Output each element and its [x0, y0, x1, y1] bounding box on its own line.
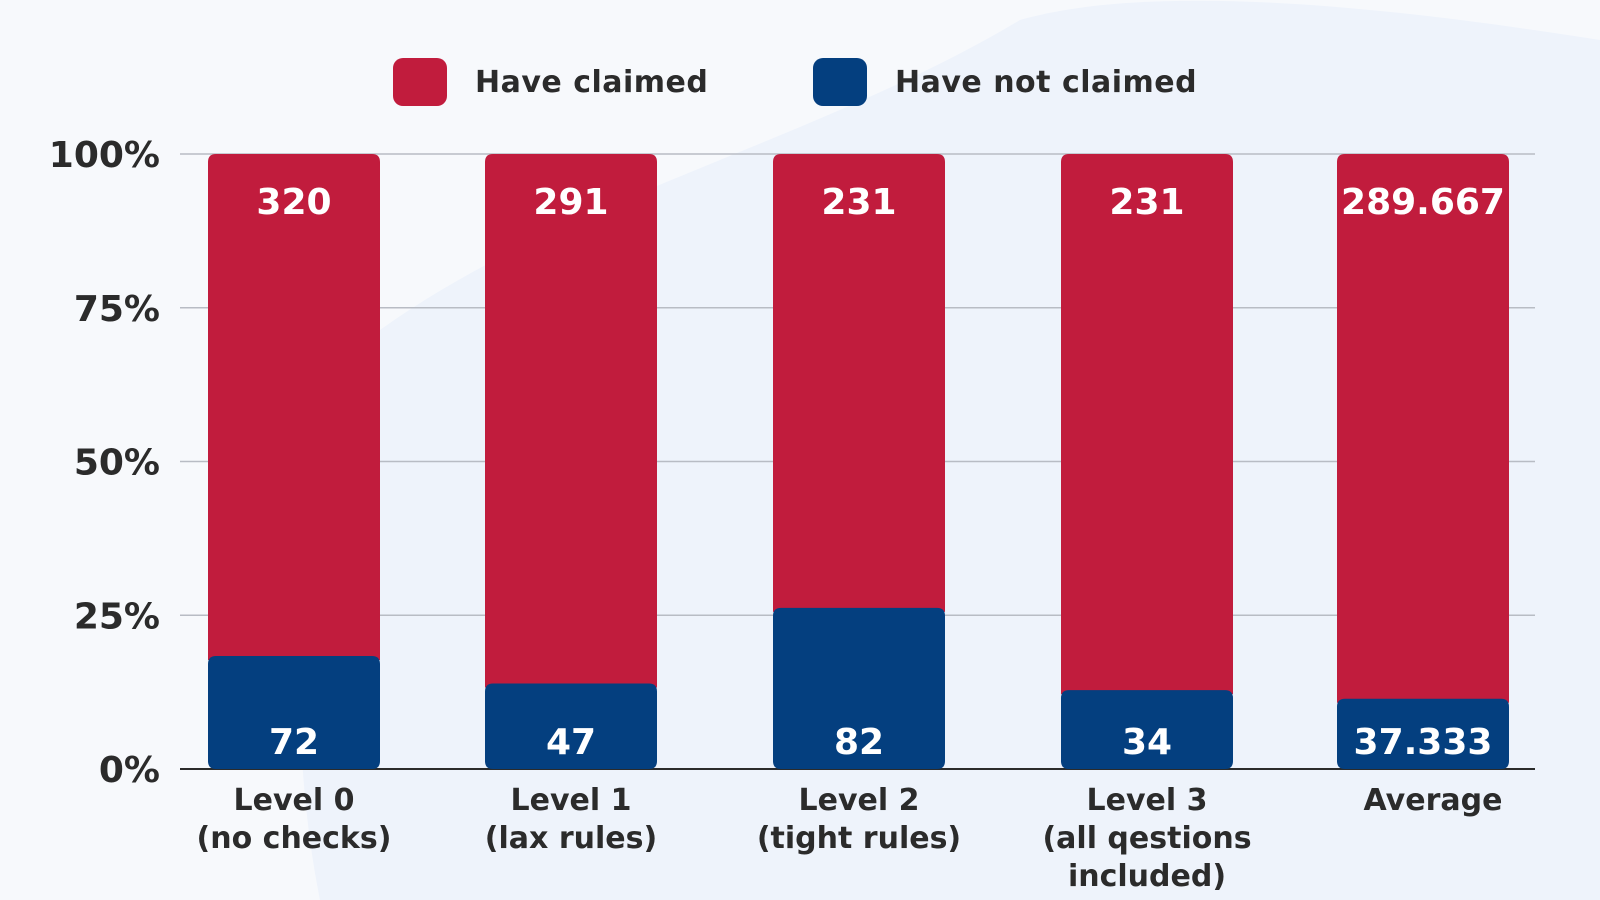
data-label-have-not-claimed: 34	[1122, 722, 1172, 763]
legend-swatch-not-claimed	[813, 58, 867, 106]
legend-label-claimed: Have claimed	[475, 64, 709, 100]
bar-have-claimed	[1337, 154, 1509, 703]
data-label-have-claimed: 231	[821, 182, 896, 223]
y-tick-label: 50%	[74, 443, 160, 484]
x-category-label: Level 0	[234, 783, 355, 818]
data-label-have-claimed: 289.667	[1341, 182, 1505, 223]
bar-have-not-claimed	[1337, 698, 1509, 769]
x-category-label: (tight rules)	[757, 821, 961, 856]
bars: 320 72 291 47 231 82 231 34 289.667 37.333	[208, 154, 1509, 769]
bar-have-claimed	[485, 154, 657, 688]
x-category-label: Level 2	[799, 783, 920, 818]
legend-label-not-claimed: Have not claimed	[895, 64, 1198, 100]
data-label-have-claimed: 231	[1109, 182, 1184, 223]
bar-have-claimed	[208, 154, 380, 661]
data-label-have-claimed: 320	[256, 182, 331, 223]
data-label-have-not-claimed: 37.333	[1354, 722, 1493, 763]
y-tick-label: 25%	[74, 596, 160, 637]
y-tick-label: 100%	[49, 135, 160, 176]
bar-have-not-claimed	[208, 656, 380, 769]
legend: Have claimed Have not claimed	[0, 58, 1600, 108]
bar-have-not-claimed	[485, 683, 657, 769]
legend-item-claimed: Have claimed	[393, 58, 708, 106]
y-tick-label: 0%	[99, 750, 160, 791]
x-category-label: Average	[1364, 783, 1503, 818]
bar-have-claimed	[773, 154, 945, 612]
bar-have-not-claimed	[773, 607, 945, 769]
bar-have-claimed	[1061, 154, 1233, 695]
legend-item-not-claimed: Have not claimed	[813, 58, 1197, 106]
y-axis-ticks: 0% 25% 50% 75% 100%	[49, 135, 160, 791]
x-category-label: Level 1	[511, 783, 632, 818]
data-label-have-claimed: 291	[533, 182, 608, 223]
x-category-label: (lax rules)	[485, 821, 657, 856]
data-label-have-not-claimed: 72	[269, 722, 319, 763]
x-axis-categories: Level 0(no checks) Level 1(lax rules) Leve…	[197, 783, 1503, 894]
x-category-label: Level 3	[1087, 783, 1208, 818]
data-label-have-not-claimed: 47	[546, 722, 596, 763]
bar-have-not-claimed	[1061, 690, 1233, 769]
x-category-label: included)	[1068, 859, 1226, 894]
y-tick-label: 75%	[74, 289, 160, 330]
legend-swatch-claimed	[393, 58, 447, 106]
x-category-label: (all qestions	[1042, 821, 1251, 856]
x-category-label: (no checks)	[197, 821, 392, 856]
data-label-have-not-claimed: 82	[834, 722, 884, 763]
